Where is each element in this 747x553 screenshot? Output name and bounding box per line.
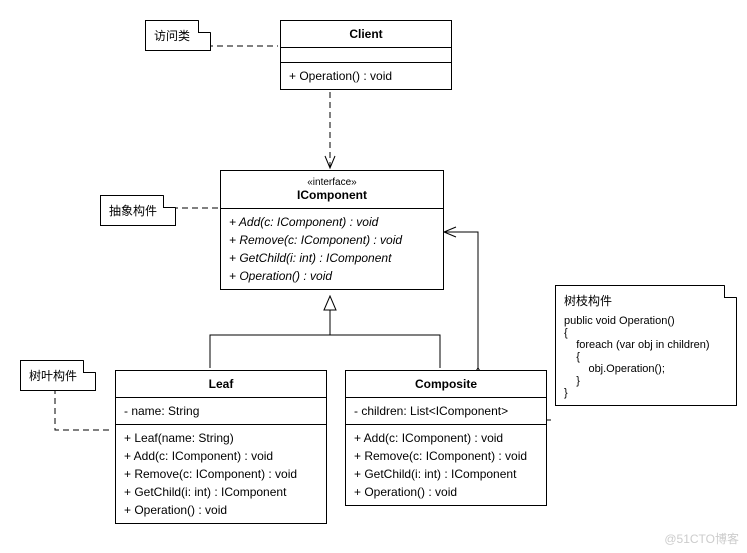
class-client: Client + Operation() : void [280,20,452,90]
leaf-op-4: + Operation() : void [124,501,318,519]
icomp-op-3: + Operation() : void [229,267,435,285]
leaf-attrs: - name: String [116,398,326,425]
icomp-op-0: + Add(c: IComponent) : void [229,213,435,231]
branch-code-2: foreach (var obj in children) [564,339,726,351]
comp-op-2: + GetChild(i: int) : IComponent [354,465,538,483]
icomp-op-2: + GetChild(i: int) : IComponent [229,249,435,267]
leaf-op-3: + GetChild(i: int) : IComponent [124,483,318,501]
class-leaf: Leaf - name: String + Leaf(name: String)… [115,370,327,524]
gen-children [210,335,440,368]
client-attrs [281,48,451,63]
icomponent-ops: + Add(c: IComponent) : void + Remove(c: … [221,209,443,289]
agg-composite-icomponent [444,232,478,368]
composite-attrs: - children: List<IComponent> [346,398,546,425]
leaf-op-1: + Add(c: IComponent) : void [124,447,318,465]
note-visitor: 访问类 [145,20,211,51]
leaf-op-0: + Leaf(name: String) [124,429,318,447]
client-ops: + Operation() : void [281,63,451,89]
comp-op-3: + Operation() : void [354,483,538,501]
note-leaf: 树叶构件 [20,360,96,391]
comp-op-0: + Add(c: IComponent) : void [354,429,538,447]
client-op-0: + Operation() : void [289,67,443,85]
note-visitor-text: 访问类 [154,29,190,43]
note-leaf-text: 树叶构件 [29,369,77,383]
watermark: @51CTO博客 [664,530,739,547]
leaf-op-2: + Remove(c: IComponent) : void [124,465,318,483]
icomponent-name: «interface» IComponent [221,171,443,209]
composite-attr-0: - children: List<IComponent> [354,402,538,420]
branch-code-6: } [564,387,726,399]
icomp-op-1: + Remove(c: IComponent) : void [229,231,435,249]
branch-code-1: { [564,327,726,339]
class-composite: Composite - children: List<IComponent> +… [345,370,547,506]
client-name: Client [281,21,451,48]
branch-code-4: obj.Operation(); [564,363,726,375]
branch-code-5: } [564,375,726,387]
icomponent-title: IComponent [297,188,367,202]
composite-ops: + Add(c: IComponent) : void + Remove(c: … [346,425,546,505]
composite-name: Composite [346,371,546,398]
comp-op-1: + Remove(c: IComponent) : void [354,447,538,465]
leaf-ops: + Leaf(name: String) + Add(c: IComponent… [116,425,326,523]
note-abstract: 抽象构件 [100,195,176,226]
leaf-name: Leaf [116,371,326,398]
note-branch-title: 树枝构件 [564,292,726,309]
branch-code-3: { [564,351,726,363]
branch-code-0: public void Operation() [564,315,726,327]
icomponent-stereotype: «interface» [229,177,435,188]
anchor-leafnote [55,388,113,430]
note-branch: 树枝构件 public void Operation() { foreach (… [555,285,737,406]
leaf-attr-0: - name: String [124,402,318,420]
class-icomponent: «interface» IComponent + Add(c: ICompone… [220,170,444,290]
note-abstract-text: 抽象构件 [109,204,157,218]
